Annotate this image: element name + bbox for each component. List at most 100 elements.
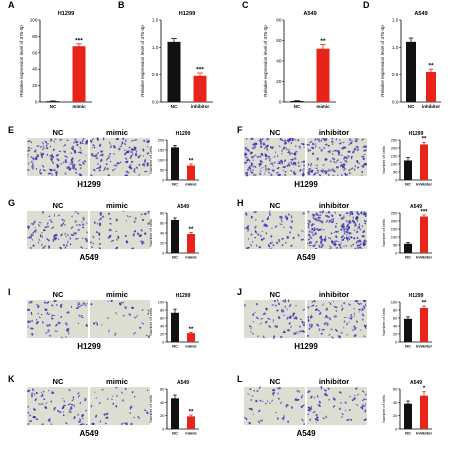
y-tick-label: 100 — [391, 162, 398, 167]
stained-cell — [140, 213, 143, 216]
stained-cell — [311, 171, 314, 173]
stained-cell — [41, 244, 43, 246]
stained-cell — [42, 145, 45, 149]
stained-cell — [91, 152, 94, 155]
stained-cell — [115, 405, 118, 408]
stained-cell — [63, 224, 66, 226]
stained-cell — [120, 391, 123, 394]
stained-cell — [322, 229, 325, 231]
bar-nc — [404, 160, 412, 180]
stained-cell — [348, 220, 350, 223]
stained-cell — [322, 303, 325, 307]
stained-cell — [112, 402, 115, 405]
stained-cell — [322, 211, 325, 212]
stained-cell — [28, 236, 31, 239]
stained-cell — [125, 220, 127, 222]
stained-cell — [78, 163, 82, 167]
stained-cell — [276, 171, 279, 174]
stained-cell — [270, 146, 273, 148]
stained-cell — [353, 334, 357, 337]
stained-cell — [283, 173, 287, 177]
stained-cell — [335, 230, 338, 233]
stained-cell — [62, 222, 65, 225]
stained-cell — [125, 422, 128, 426]
stained-cell — [250, 171, 254, 174]
stained-cell — [288, 304, 292, 308]
stained-cell — [144, 170, 148, 173]
stained-cell — [44, 169, 47, 171]
stained-cell — [343, 160, 347, 162]
cell-line-label: A549 — [296, 429, 316, 438]
stained-cell — [48, 172, 52, 175]
stained-cell — [344, 172, 347, 176]
stained-cell — [329, 302, 332, 305]
stained-cell — [251, 156, 254, 159]
stained-cell — [354, 326, 357, 331]
stained-cell — [249, 151, 253, 155]
stained-cell — [130, 153, 134, 156]
stained-cell — [277, 302, 280, 306]
stained-cell — [352, 216, 355, 219]
stained-cell — [57, 238, 60, 240]
stained-cell — [267, 318, 271, 320]
stained-cell — [292, 312, 296, 315]
stained-cell — [268, 214, 272, 216]
stained-cell — [312, 229, 316, 232]
stained-cell — [35, 156, 38, 160]
stained-cell — [69, 237, 72, 240]
stained-cell — [144, 232, 147, 235]
x-tick-label: mimic — [185, 431, 197, 436]
stained-cell — [247, 168, 250, 171]
stained-cell — [71, 305, 72, 309]
stained-cell — [245, 418, 248, 421]
x-tick-label: NC — [172, 182, 178, 187]
stained-cell — [32, 388, 34, 392]
stained-cell — [363, 163, 367, 166]
stained-cell — [79, 141, 82, 144]
stained-cell — [348, 409, 351, 411]
stained-cell — [258, 163, 262, 166]
stained-cell — [329, 238, 332, 240]
stained-cell — [261, 220, 264, 223]
stained-cell — [297, 233, 300, 237]
stained-cell — [110, 398, 114, 400]
stained-cell — [338, 243, 341, 247]
stained-cell — [356, 212, 360, 216]
stained-cell — [315, 167, 318, 169]
stained-cell — [356, 147, 359, 152]
stained-cell — [319, 312, 322, 315]
stained-cell — [93, 221, 96, 225]
stained-cell — [338, 150, 340, 152]
stained-cell — [283, 314, 285, 317]
bar-inhibitor — [420, 144, 428, 180]
stained-cell — [250, 326, 252, 330]
bar-nc — [404, 403, 412, 429]
stained-cell — [131, 391, 134, 394]
stained-cell — [85, 423, 88, 426]
stained-cell — [60, 233, 63, 237]
stained-cell — [318, 244, 321, 249]
stained-cell — [28, 414, 32, 417]
stained-cell — [357, 166, 360, 169]
bar-inhibitor — [426, 71, 436, 102]
x-tick-label: inhibitor — [422, 104, 441, 109]
stained-cell — [71, 398, 75, 402]
stained-cell — [250, 164, 253, 167]
stained-cell — [334, 149, 337, 152]
stained-cell — [284, 141, 287, 145]
stained-cell — [63, 400, 65, 403]
x-tick-label: NC — [405, 255, 411, 260]
stained-cell — [48, 215, 51, 218]
stained-cell — [82, 161, 85, 165]
stained-cell — [315, 240, 318, 244]
group-label-nc: NC — [270, 290, 281, 299]
stained-cell — [302, 143, 305, 146]
stained-cell — [84, 399, 87, 402]
stained-cell — [91, 422, 95, 426]
stained-cell — [47, 222, 49, 225]
stained-cell — [311, 231, 314, 234]
stained-cell — [352, 243, 355, 246]
micrograph-background — [90, 211, 150, 249]
stained-cell — [254, 230, 257, 234]
stained-cell — [266, 147, 268, 152]
